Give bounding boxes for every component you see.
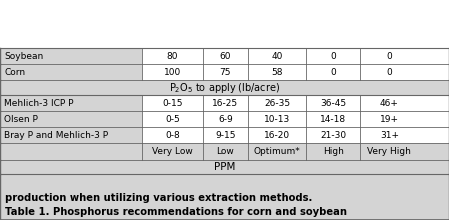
Text: 26-35: 26-35 [264,99,290,108]
Bar [0,143,449,160]
Text: Very High: Very High [367,147,411,156]
Text: 60: 60 [220,51,231,61]
Text: Very Low: Very Low [152,147,193,156]
Bar [142,127,418,143]
Text: High: High [323,147,343,156]
Text: Corn: Corn [4,68,26,77]
Text: Optimum*: Optimum* [254,147,300,156]
Text: 31+: 31+ [380,130,399,139]
Text: 80: 80 [167,51,178,61]
Bar [0,174,449,220]
Text: 100: 100 [164,68,181,77]
Text: 9-15: 9-15 [215,130,236,139]
Text: Bray P and Mehlich-3 P: Bray P and Mehlich-3 P [4,130,109,139]
Bar [0,95,142,111]
Text: 16-25: 16-25 [212,99,238,108]
Text: 36-45: 36-45 [320,99,346,108]
Text: 0: 0 [330,51,336,61]
Bar [142,95,418,111]
Text: P$_2$O$_5$ to apply (lb/acre): P$_2$O$_5$ to apply (lb/acre) [169,81,280,95]
Bar [142,48,418,64]
Text: Soybean: Soybean [4,51,44,61]
Text: 0: 0 [387,68,392,77]
Text: 58: 58 [271,68,283,77]
Text: 0-5: 0-5 [165,114,180,123]
Bar [0,111,142,127]
Text: 6-9: 6-9 [218,114,233,123]
Text: Olsen P: Olsen P [4,114,38,123]
Bar [142,111,418,127]
Bar [0,48,142,64]
Text: 0: 0 [387,51,392,61]
Bar [0,160,449,174]
Text: 0-15: 0-15 [162,99,183,108]
Bar [0,127,142,143]
Text: PPM: PPM [214,162,235,172]
Text: 10-13: 10-13 [264,114,290,123]
Text: 40: 40 [271,51,283,61]
Text: 75: 75 [220,68,231,77]
Text: Mehlich-3 ICP P: Mehlich-3 ICP P [4,99,74,108]
Bar [0,80,449,95]
Text: Table 1. Phosphorus recommendations for corn and soybean: Table 1. Phosphorus recommendations for … [5,207,348,217]
Text: 46+: 46+ [380,99,399,108]
Bar [0,64,142,80]
Text: 0: 0 [330,68,336,77]
Text: 21-30: 21-30 [320,130,346,139]
Text: 14-18: 14-18 [320,114,346,123]
Text: production when utilizing various extraction methods.: production when utilizing various extrac… [5,193,313,203]
Bar [142,64,418,80]
Text: 19+: 19+ [380,114,399,123]
Text: 0-8: 0-8 [165,130,180,139]
Text: 16-20: 16-20 [264,130,290,139]
Text: Low: Low [216,147,234,156]
